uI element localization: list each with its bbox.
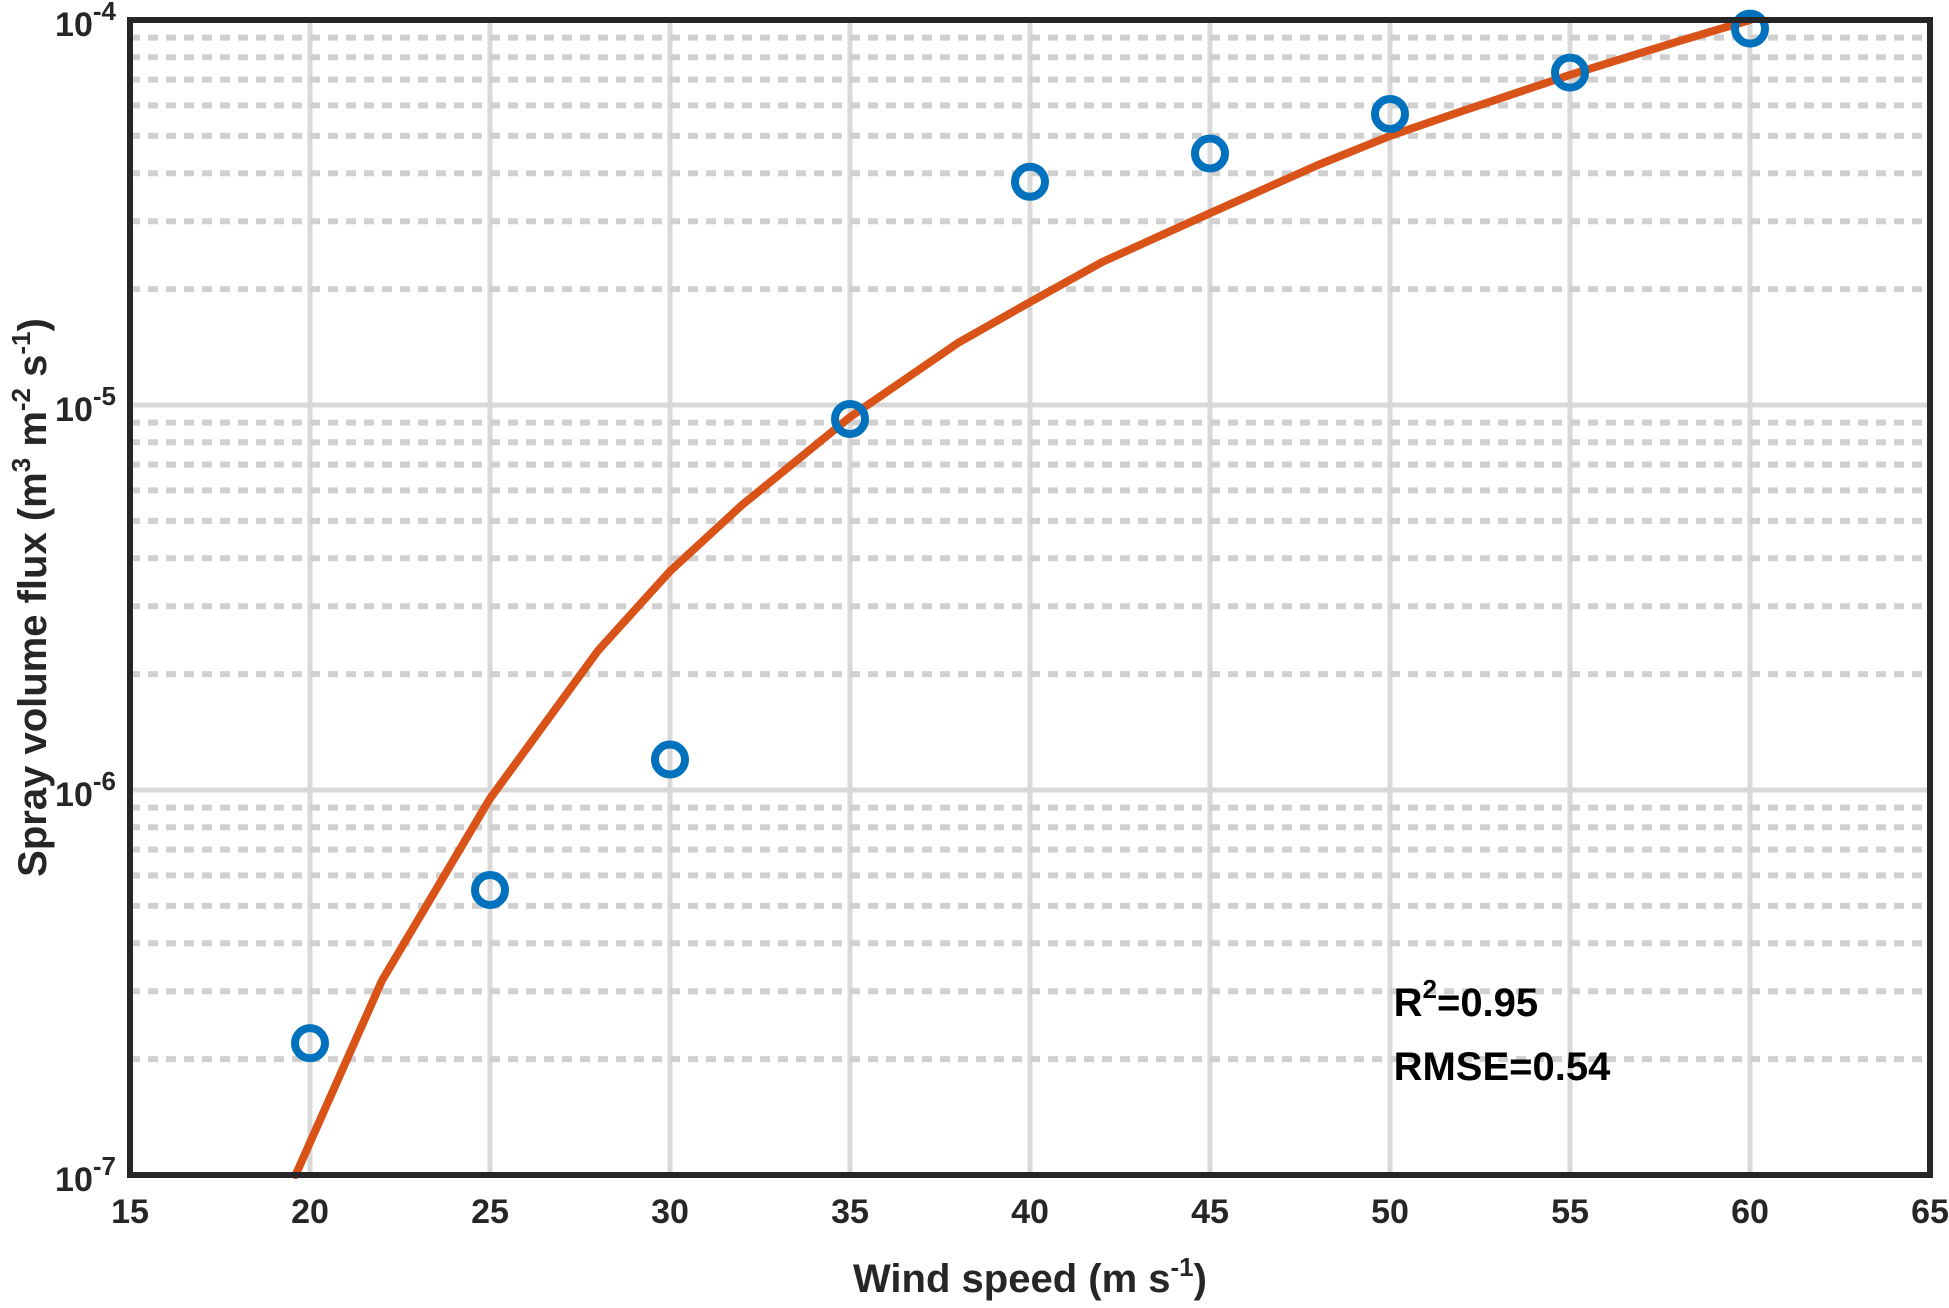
data-point [651, 740, 689, 779]
data-point [1011, 162, 1049, 201]
y-tick-label: 10-4 [55, 0, 116, 44]
data-point [1731, 9, 1769, 48]
fit-curve-layer [291, 16, 1754, 1179]
data-point [1551, 53, 1589, 92]
x-tick-label: 45 [1191, 1193, 1229, 1231]
x-tick-label: 30 [651, 1193, 689, 1231]
x-tick-label: 60 [1731, 1193, 1769, 1231]
plot-frame [127, 17, 1933, 1178]
x-tick-label: 65 [1911, 1193, 1949, 1231]
y-tick-label: 10-5 [55, 381, 116, 429]
x-tick-label: 55 [1551, 1193, 1589, 1231]
y-tick-label: 10-7 [55, 1151, 116, 1199]
tick-labels: 15 20 25 30 35 40 45 50 55 60 65 10-7 10-6 10-5 10-4 [55, 0, 1949, 1231]
r-squared-annotation: R2=0.95 [1394, 974, 1539, 1025]
data-points-layer [291, 9, 1769, 1063]
x-axis-label: Wind speed (m s-1) [853, 1252, 1207, 1301]
data-point [291, 1024, 329, 1063]
y-tick-label: 10-6 [55, 766, 116, 814]
data-point [1191, 134, 1229, 173]
data-point [1371, 94, 1409, 133]
data-point [471, 870, 509, 909]
x-tick-label: 35 [831, 1193, 869, 1231]
rmse-annotation: RMSE=0.54 [1394, 1045, 1612, 1089]
x-tick-label: 40 [1011, 1193, 1049, 1231]
x-tick-label: 50 [1371, 1193, 1409, 1231]
x-tick-label: 25 [471, 1193, 509, 1231]
x-tick-label: 15 [111, 1193, 149, 1231]
grid [127, 17, 1933, 1178]
fit-curve [291, 16, 1754, 1179]
x-tick-label: 20 [291, 1193, 329, 1231]
data-point [831, 399, 869, 438]
y-axis-label: Spray volume flux (m3 m-2 s-1) [6, 318, 55, 877]
